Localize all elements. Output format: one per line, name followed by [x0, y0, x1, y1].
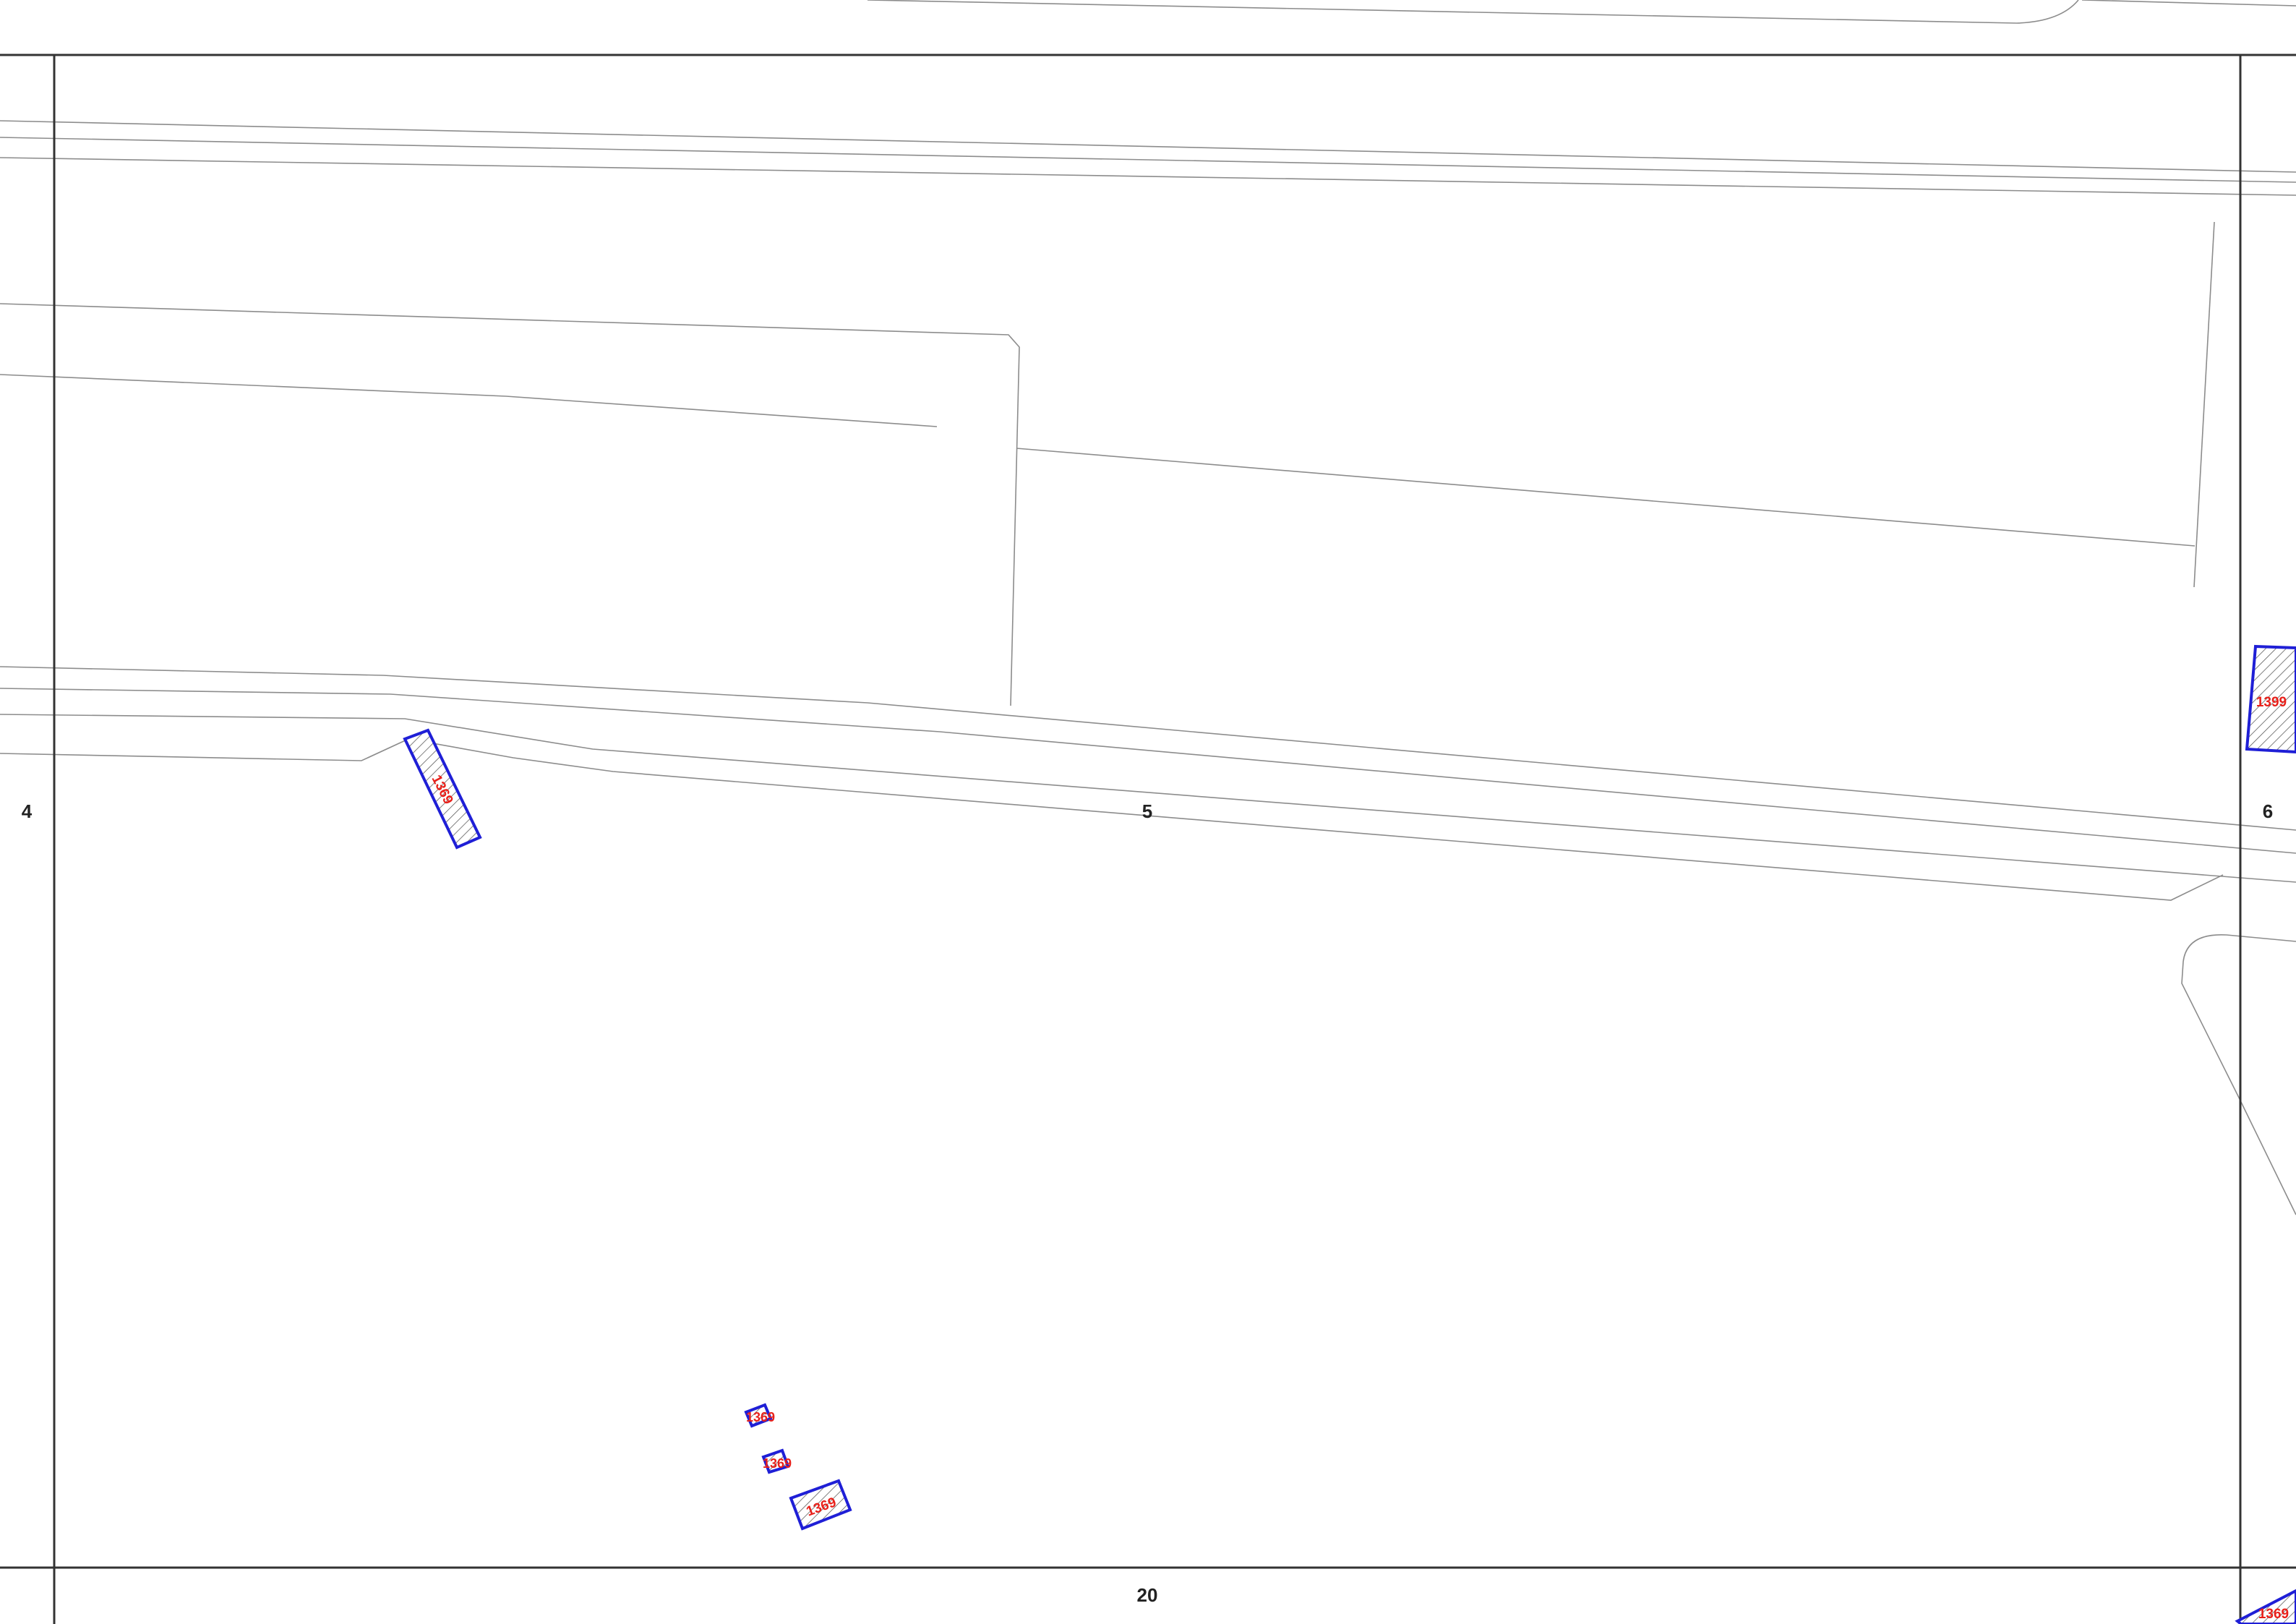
sheet-frame — [0, 54, 2296, 1624]
building-small-1[interactable]: 1369 — [744, 1403, 775, 1428]
building-edge-right[interactable]: 1399 — [2245, 644, 2296, 754]
sheet-number-left[interactable]: 4 — [22, 800, 33, 822]
building-main[interactable]: 1369 — [403, 728, 482, 850]
road-lines — [0, 0, 2296, 1215]
building-small-3[interactable]: 1369 — [789, 1479, 852, 1531]
sheet-number-right[interactable]: 6 — [2263, 800, 2273, 822]
building-edge-right-label: 1399 — [2256, 695, 2287, 710]
building-small-2-label: 1369 — [763, 1456, 792, 1471]
sheet-number-bottom[interactable]: 20 — [1137, 1584, 1158, 1606]
building-small-2[interactable]: 1369 — [761, 1448, 792, 1474]
sheet-numbers: 4 5 6 20 — [22, 800, 2273, 1606]
sheet-number-current: 5 — [1142, 800, 1152, 822]
building-edge-corner-label: 1369 — [2258, 1607, 2289, 1622]
building-edge-corner[interactable]: 1369 — [2235, 1589, 2296, 1624]
building-small-1-label: 1369 — [746, 1410, 775, 1424]
building-parcels: 1369 1369 1369 1369 1399 1369 — [403, 644, 2296, 1624]
